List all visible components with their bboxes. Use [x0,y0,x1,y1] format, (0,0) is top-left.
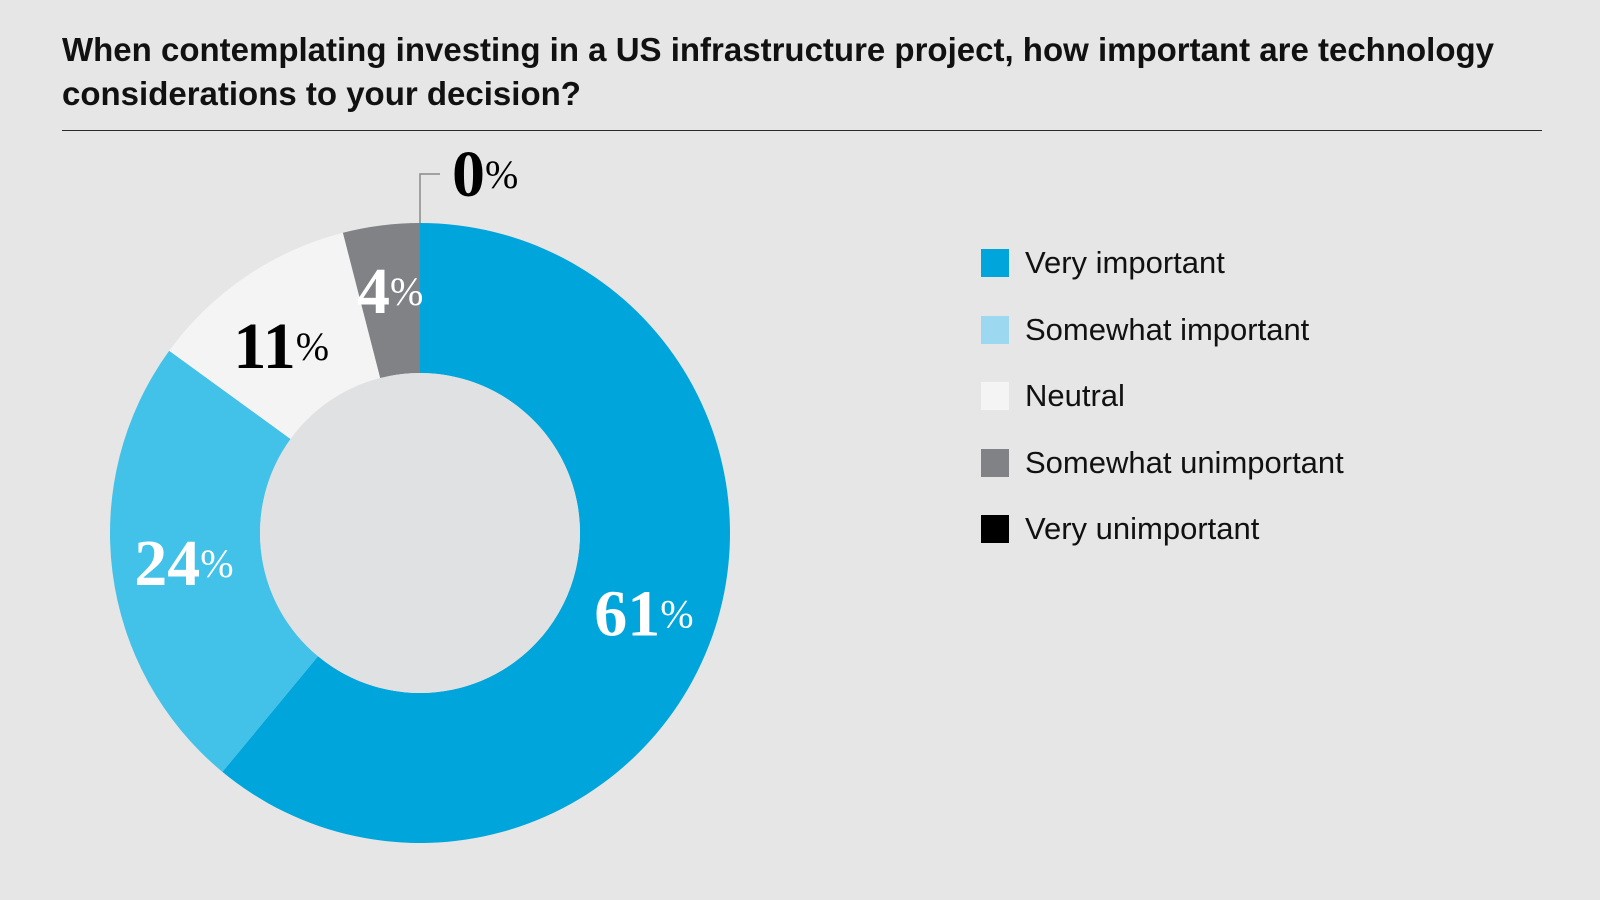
legend: Very important Somewhat important Neutral S… [981,230,1344,563]
legend-label: Neutral [1025,378,1125,414]
legend-label: Somewhat important [1025,311,1310,347]
legend-swatch [981,448,1009,477]
leader-line-very-unimportant [419,173,440,223]
data-label-neutral: 11% [233,310,329,383]
legend-item-neutral: Neutral [981,363,1344,430]
legend-label: Very unimportant [1025,511,1260,547]
legend-item-somewhat-unimportant: Somewhat unimportant [981,430,1344,497]
legend-swatch [981,515,1009,544]
donut-hole [260,373,580,693]
legend-label: Very important [1025,245,1225,281]
slice-neutral [169,232,381,439]
legend-item-somewhat-important: Somewhat important [981,297,1344,364]
legend-label: Somewhat unimportant [1025,444,1344,480]
slice-somewhat-unimportant [342,223,420,379]
data-label-very-unimportant: 0% [452,138,518,211]
legend-swatch [981,315,1009,344]
legend-item-very-important: Very important [981,230,1344,297]
slice-very-important [222,223,731,843]
title-divider [62,130,1542,131]
legend-item-very-unimportant: Very unimportant [981,496,1344,563]
legend-swatch [981,249,1009,278]
slice-somewhat-important [109,350,319,772]
data-label-somewhat-important: 24% [134,526,233,599]
legend-swatch [981,382,1009,411]
data-label-very-important: 61% [594,577,693,650]
data-label-somewhat-unimportant: 4% [357,254,423,327]
chart-title: When contemplating investing in a US inf… [62,31,1494,112]
